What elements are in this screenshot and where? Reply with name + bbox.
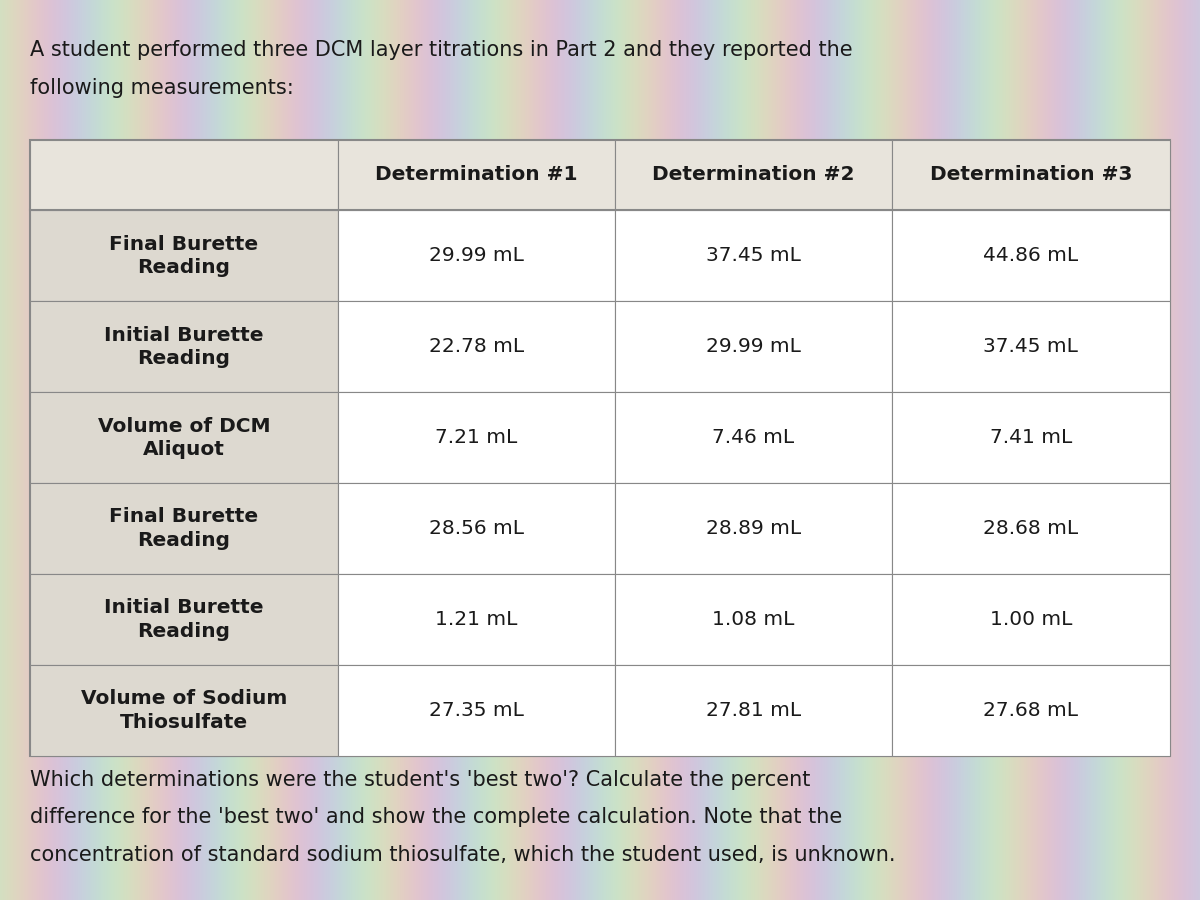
Text: Volume of DCM: Volume of DCM [97,417,270,436]
Text: 28.68 mL: 28.68 mL [983,519,1079,538]
Text: Determination #1: Determination #1 [376,166,577,184]
Text: following measurements:: following measurements: [30,78,294,98]
Text: Determination #2: Determination #2 [652,166,854,184]
Text: 37.45 mL: 37.45 mL [984,338,1079,356]
Text: A student performed three DCM layer titrations in Part 2 and they reported the: A student performed three DCM layer titr… [30,40,853,60]
Text: 27.35 mL: 27.35 mL [428,701,523,720]
Text: Final Burette: Final Burette [109,235,258,254]
Text: difference for the 'best two' and show the complete calculation. Note that the: difference for the 'best two' and show t… [30,807,842,827]
Text: 27.81 mL: 27.81 mL [706,701,800,720]
Text: 29.99 mL: 29.99 mL [428,247,523,266]
Text: concentration of standard sodium thiosulfate, which the student used, is unknown: concentration of standard sodium thiosul… [30,845,895,865]
Text: Initial Burette: Initial Burette [104,326,264,345]
Text: 1.00 mL: 1.00 mL [990,610,1072,629]
Text: 28.89 mL: 28.89 mL [706,519,800,538]
Text: Reading: Reading [138,531,230,550]
Text: Which determinations were the student's 'best two'? Calculate the percent: Which determinations were the student's … [30,770,810,789]
Text: 22.78 mL: 22.78 mL [428,338,524,356]
Text: Reading: Reading [138,349,230,368]
Text: Reading: Reading [138,258,230,277]
Text: 1.21 mL: 1.21 mL [436,610,517,629]
Text: Reading: Reading [138,622,230,641]
Text: 37.45 mL: 37.45 mL [706,247,800,266]
Text: Determination #3: Determination #3 [930,166,1132,184]
Text: 44.86 mL: 44.86 mL [983,247,1079,266]
Text: Volume of Sodium: Volume of Sodium [80,689,287,708]
Text: 1.08 mL: 1.08 mL [712,610,794,629]
Text: 7.21 mL: 7.21 mL [436,428,517,447]
Text: Final Burette: Final Burette [109,508,258,526]
Text: 27.68 mL: 27.68 mL [984,701,1079,720]
Text: Aliquot: Aliquot [143,440,224,459]
Text: 7.46 mL: 7.46 mL [713,428,794,447]
Text: Initial Burette: Initial Burette [104,598,264,617]
Text: Thiosulfate: Thiosulfate [120,713,248,732]
Text: 29.99 mL: 29.99 mL [706,338,800,356]
Text: 28.56 mL: 28.56 mL [428,519,524,538]
Text: 7.41 mL: 7.41 mL [990,428,1072,447]
